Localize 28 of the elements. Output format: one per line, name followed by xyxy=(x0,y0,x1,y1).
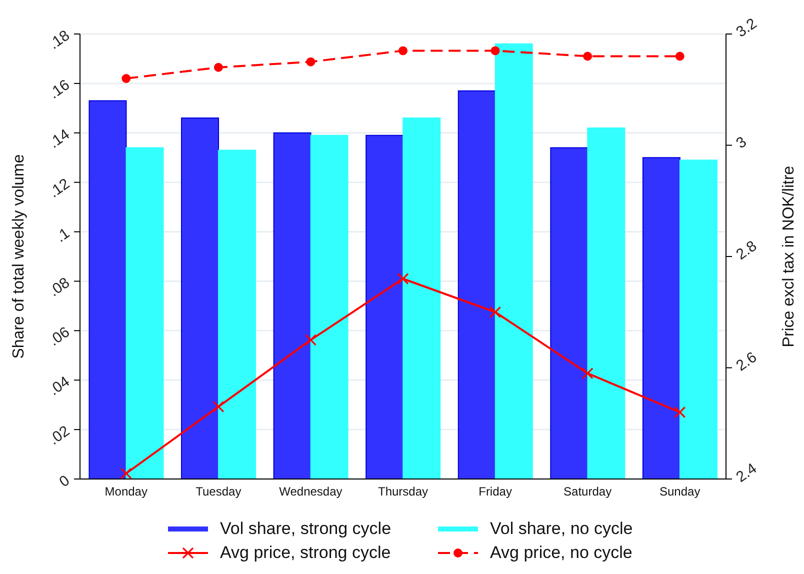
x-tick-label: Monday xyxy=(104,484,148,499)
y-tick-label: .18 xyxy=(46,27,73,53)
x-tick-label: Saturday xyxy=(564,484,612,499)
y2-axis-title: Price excl tax in NOK/litre xyxy=(780,166,798,348)
y-axis-title: Share of total weekly volume xyxy=(10,154,28,359)
y2-tick-label: 2.4 xyxy=(733,460,760,486)
y-tick-label: .16 xyxy=(46,76,73,102)
x-tick-label: Thursday xyxy=(378,484,428,499)
y-tick-label: .1 xyxy=(52,224,73,246)
legend-label: Avg price, strong cycle xyxy=(220,543,391,563)
y2-tick-label: 2.8 xyxy=(733,238,760,264)
legend-label: Vol share, no cycle xyxy=(490,519,633,539)
y-tick-label: .06 xyxy=(46,324,73,350)
y-tick-label: 0 xyxy=(56,472,73,491)
y-tick-label: .04 xyxy=(46,373,73,400)
legend-label: Avg price, no cycle xyxy=(490,543,632,563)
x-tick-label: Friday xyxy=(478,484,512,499)
y2-tick-label: 2.6 xyxy=(733,348,760,375)
y-tick-label: .02 xyxy=(46,422,73,448)
y-tick-label: .14 xyxy=(46,126,73,152)
x-tick-label: Sunday xyxy=(660,484,700,499)
y2-tick-label: 3.2 xyxy=(733,15,760,41)
x-tick-label: Wednesday xyxy=(279,484,342,499)
y-tick-label: .08 xyxy=(46,274,73,300)
y2-tick-label: 3 xyxy=(733,134,750,152)
legend-label: Vol share, strong cycle xyxy=(220,519,392,539)
x-tick-label: Tuesday xyxy=(196,484,242,499)
y-tick-label: .12 xyxy=(46,175,73,202)
